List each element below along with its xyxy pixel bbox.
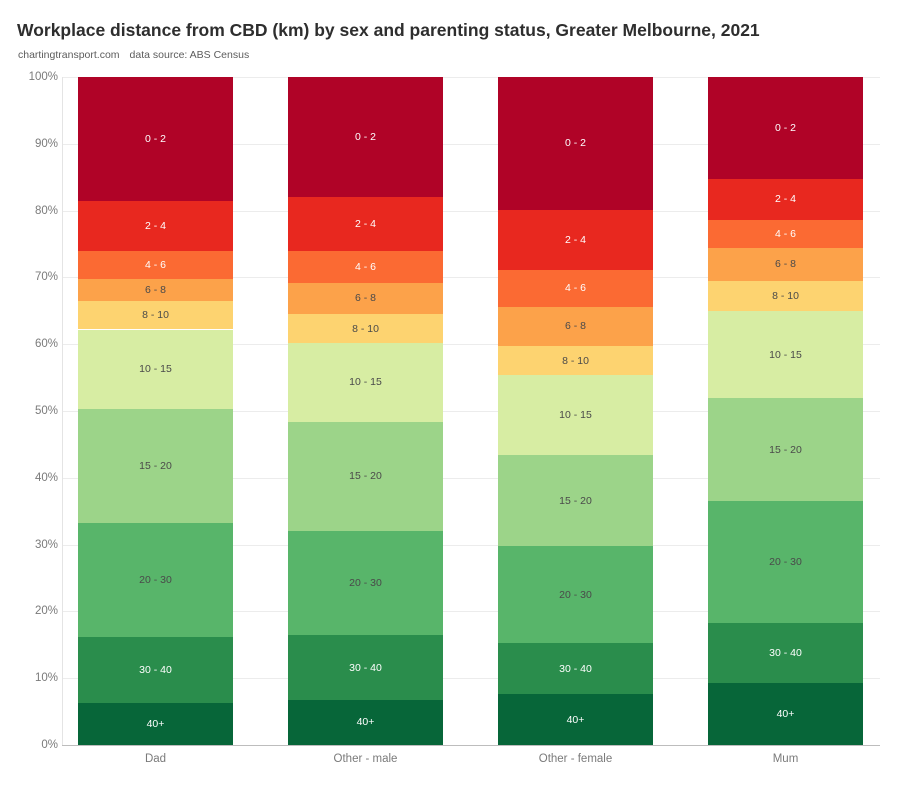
bar-segment[interactable] [708,77,863,179]
bar-segment[interactable] [288,635,443,700]
gridline [62,77,880,78]
gridline [62,143,880,145]
bar-segment[interactable] [288,250,443,283]
gridline [62,344,880,346]
gridline [62,277,880,279]
bar-segment[interactable] [78,200,233,251]
x-axis-line [62,745,880,746]
chart-title: Workplace distance from CBD (km) by sex … [17,20,760,40]
y-axis-label: 70% [34,271,58,284]
bar-segment[interactable] [78,523,233,637]
bar-segment[interactable] [498,270,653,307]
y-axis-label: 100% [28,71,58,83]
bar-segment[interactable] [288,197,443,251]
bar-segment[interactable] [78,77,233,201]
bar-segment[interactable] [288,77,443,198]
bar-segment[interactable] [288,530,443,636]
y-axis-label: 90% [34,137,58,150]
bar-segment[interactable] [288,314,443,343]
bar-segment[interactable] [708,682,863,745]
bar-segment[interactable] [78,636,233,703]
x-axis-category-label: Dad [144,753,167,765]
bar-segment[interactable] [288,342,443,422]
bar-segment[interactable] [708,622,863,683]
bar-segment[interactable] [288,699,443,745]
y-axis-label: 10% [34,672,58,685]
gridline [62,611,880,613]
bar-segment[interactable] [78,329,233,409]
chart-subtitle: chartingtransport.com data source: ABS Ce… [18,49,888,61]
gridline [62,678,880,680]
bar-segment[interactable] [708,310,863,399]
bar-segment[interactable] [708,280,863,311]
bar-segment[interactable] [288,282,443,315]
bar-segment[interactable] [498,694,653,745]
y-axis-line [62,77,63,745]
y-axis-label: 40% [34,471,58,484]
bar-segment[interactable] [498,643,653,695]
bar-segment[interactable] [78,279,233,301]
bar-segment[interactable] [708,398,863,502]
gridline [62,411,880,412]
x-axis-category-label: Other - female [538,753,613,765]
bar-segment[interactable] [78,408,233,524]
bar-segment[interactable] [498,209,653,271]
bar-segment[interactable] [498,77,653,210]
bar-segment[interactable] [78,702,233,745]
bar-segment[interactable] [708,248,863,281]
bar-segment[interactable] [498,455,653,546]
bar-segment[interactable] [498,374,653,456]
bar-segment[interactable] [498,346,653,375]
chart-credit: chartingtransport.com [18,49,120,61]
y-axis-label: 20% [34,605,58,618]
bar-segment[interactable] [708,178,863,220]
y-axis-label: 80% [34,204,58,217]
bar-segment[interactable] [498,545,653,644]
x-axis-category-label: Other - male [333,753,398,765]
bar-segment[interactable] [78,300,233,330]
bar-segment[interactable] [288,421,443,531]
gridline [62,210,880,212]
bar-segment[interactable] [498,306,653,347]
y-axis-label: 30% [34,538,58,551]
x-axis-category-label: Mum [772,753,799,765]
chart-source: data source: ABS Census [129,49,250,61]
gridline [62,477,880,479]
bar-segment[interactable] [708,219,863,248]
gridline [62,544,880,546]
bar-segment[interactable] [708,501,863,623]
y-axis-label: 50% [34,405,58,417]
y-axis-label: 60% [34,338,58,351]
y-axis-label: 0% [41,739,58,751]
bar-segment[interactable] [78,250,233,280]
